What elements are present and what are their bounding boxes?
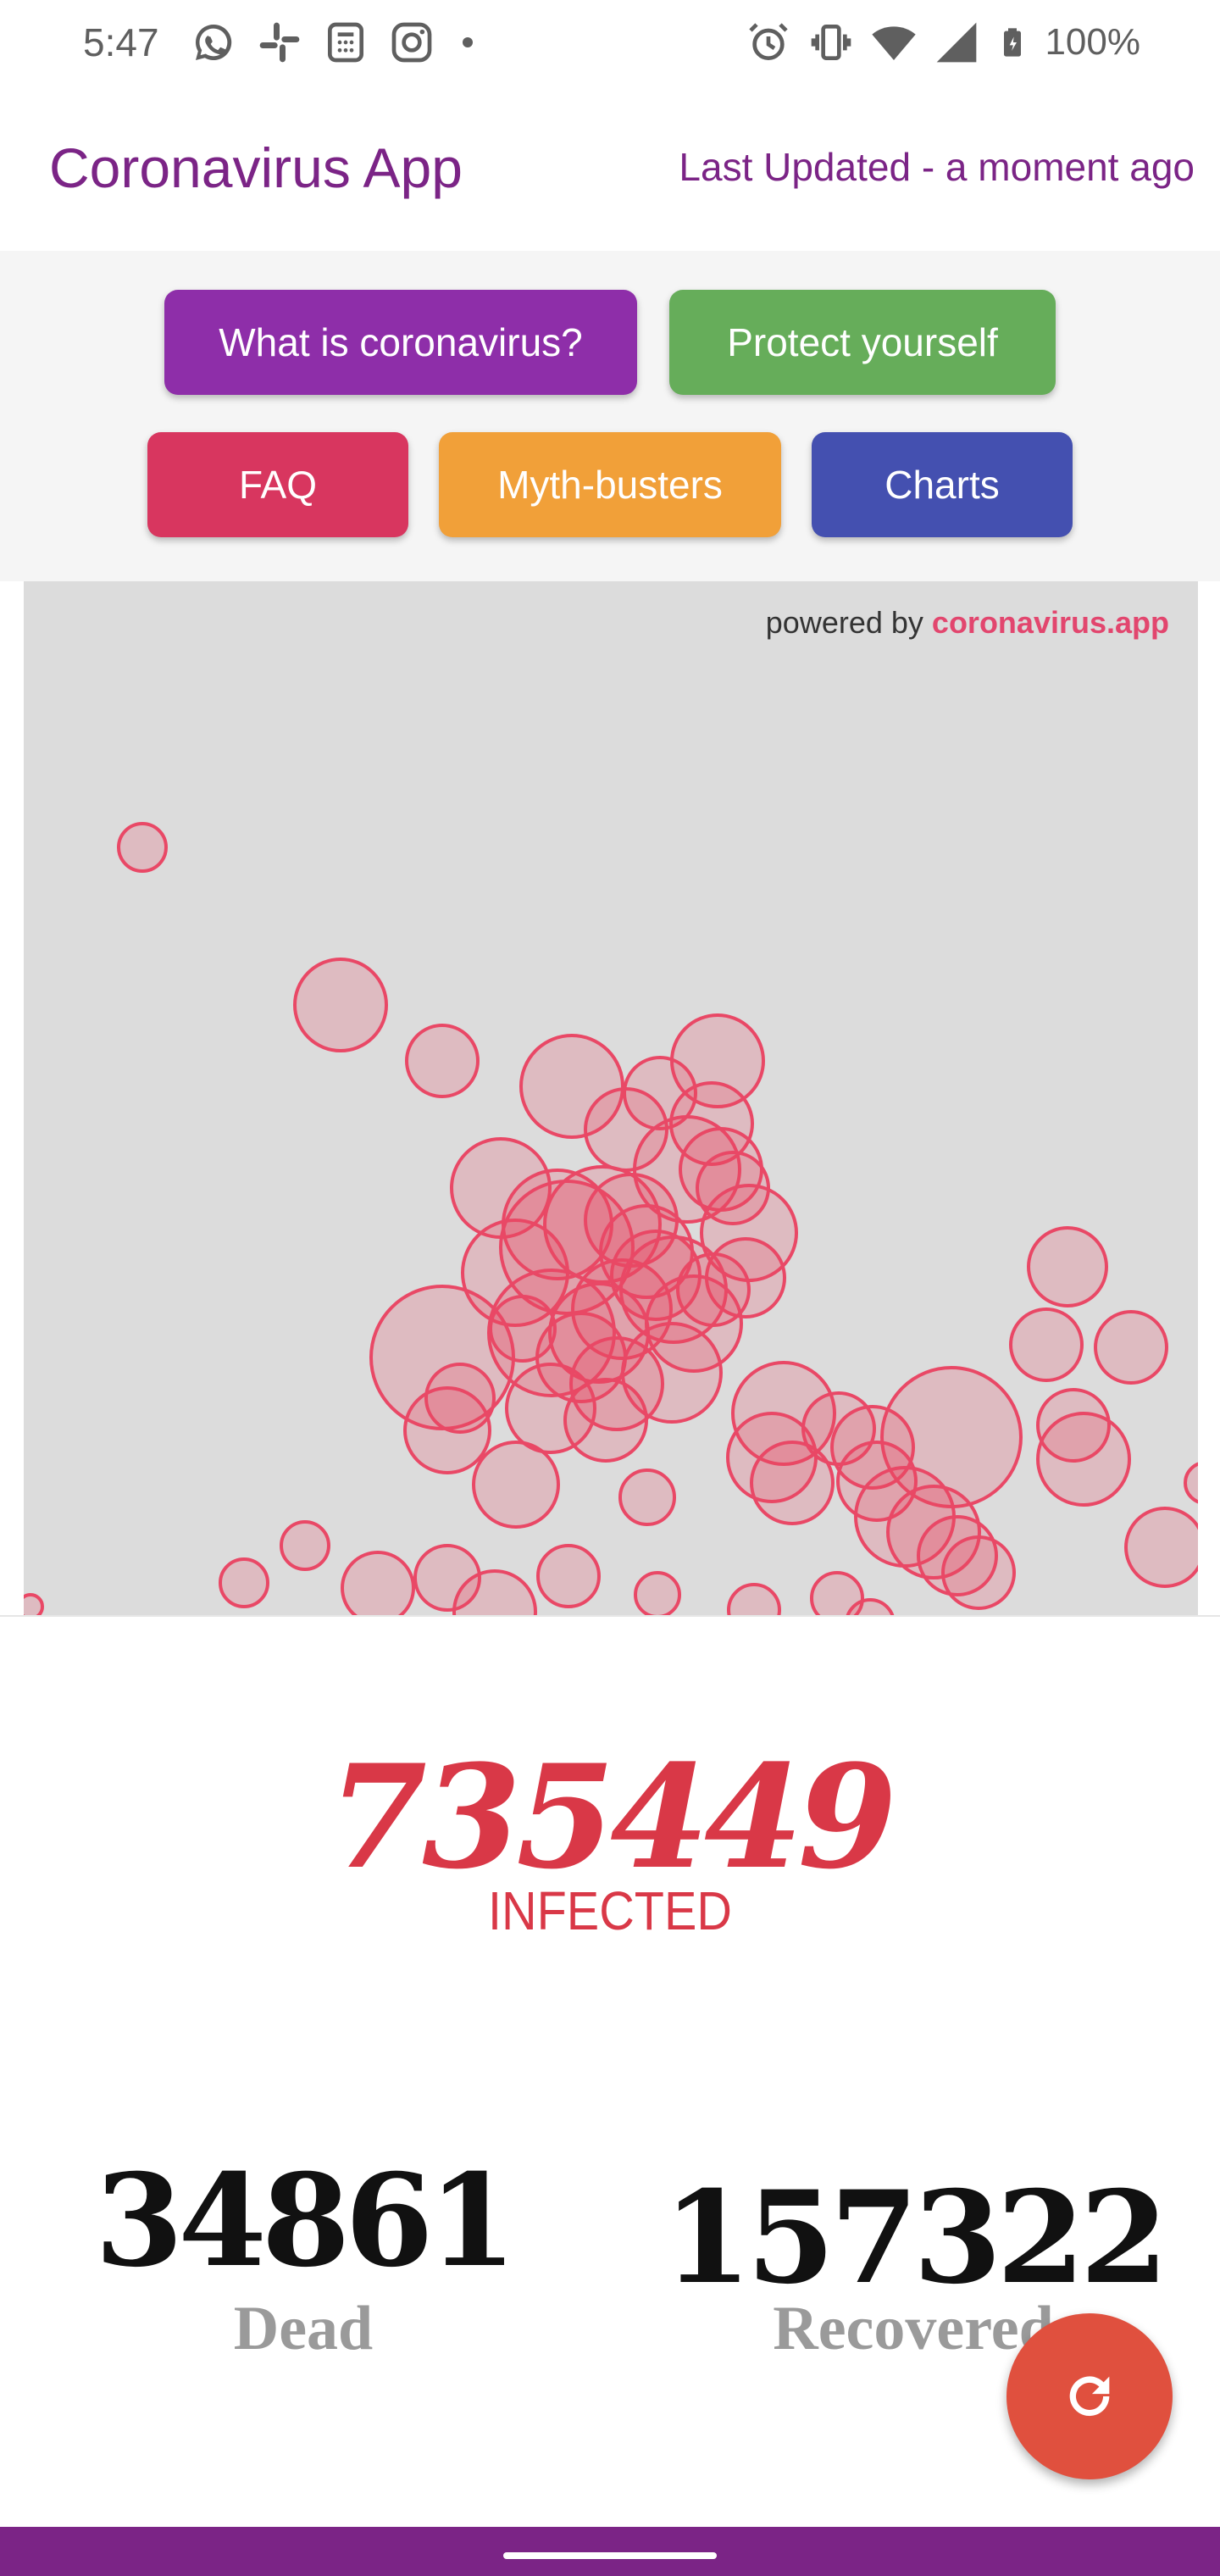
case-bubble[interactable] xyxy=(519,1034,624,1139)
case-bubble[interactable] xyxy=(403,1386,491,1474)
case-bubble[interactable] xyxy=(569,1336,664,1431)
case-bubble[interactable] xyxy=(1027,1226,1108,1307)
case-bubble[interactable] xyxy=(405,1024,480,1098)
case-bubble[interactable] xyxy=(536,1544,601,1608)
signal-icon xyxy=(937,22,977,63)
protect-yourself-button[interactable]: Protect yourself xyxy=(669,290,1056,395)
map-bubbles-layer xyxy=(24,822,1198,1615)
case-bubble[interactable] xyxy=(727,1583,781,1615)
cases-bubble-map[interactable]: powered by coronavirus.app xyxy=(24,581,1198,1615)
instagram-icon xyxy=(391,22,431,63)
vibrate-icon xyxy=(812,25,851,60)
status-time: 5:47 xyxy=(83,20,159,64)
case-bubble[interactable] xyxy=(846,1598,895,1615)
map-divider xyxy=(0,1615,1220,1617)
case-bubble[interactable] xyxy=(634,1571,681,1615)
case-bubble[interactable] xyxy=(623,1056,697,1130)
faq-button[interactable]: FAQ xyxy=(147,432,408,537)
case-bubble[interactable] xyxy=(24,1593,44,1615)
case-bubble[interactable] xyxy=(618,1468,676,1526)
case-bubble[interactable] xyxy=(341,1551,415,1615)
slack-icon xyxy=(259,22,299,63)
battery-icon xyxy=(1004,28,1022,57)
case-bubble[interactable] xyxy=(424,1363,496,1434)
alarm-icon xyxy=(749,23,789,60)
case-bubble[interactable] xyxy=(633,1115,741,1224)
app-bar: Coronavirus App Last Updated - a moment … xyxy=(0,85,1220,251)
case-bubble[interactable] xyxy=(886,1485,981,1579)
case-bubble[interactable] xyxy=(1124,1507,1198,1588)
case-bubble[interactable] xyxy=(219,1557,269,1608)
status-bar-right: 100% xyxy=(745,19,1140,66)
battery-percent: 100% xyxy=(1045,21,1140,63)
home-gesture-bar[interactable] xyxy=(503,2552,717,2559)
powered-by-link[interactable]: coronavirus.app xyxy=(931,605,1169,640)
charts-label: Charts xyxy=(884,463,1000,507)
what-is-coronavirus-button[interactable]: What is coronavirus? xyxy=(164,290,637,395)
nav-button-panel: What is coronavirus? Protect yourself FA… xyxy=(0,251,1220,581)
what-is-coronavirus-label: What is coronavirus? xyxy=(219,320,583,364)
case-bubble[interactable] xyxy=(413,1544,481,1612)
myth-busters-button[interactable]: Myth-busters xyxy=(439,432,781,537)
bottom-bar xyxy=(0,2527,1220,2576)
powered-by-prefix: powered by xyxy=(765,605,923,640)
notification-dot-icon xyxy=(462,37,473,47)
recovered-count: 157322 xyxy=(663,2163,1168,2312)
charts-button[interactable]: Charts xyxy=(812,432,1073,537)
faq-label: FAQ xyxy=(238,463,318,507)
case-bubble[interactable] xyxy=(810,1571,864,1615)
case-bubble[interactable] xyxy=(1094,1310,1168,1385)
dead-label: Dead xyxy=(233,2294,374,2363)
wifi-icon xyxy=(872,26,917,60)
case-bubble[interactable] xyxy=(1184,1462,1198,1504)
powered-by-attribution: powered by coronavirus.app xyxy=(766,605,1169,641)
last-updated-text: Last Updated - a moment ago xyxy=(679,145,1195,189)
case-bubble[interactable] xyxy=(487,1269,616,1397)
case-bubble[interactable] xyxy=(117,822,168,873)
case-bubble[interactable] xyxy=(1009,1307,1084,1382)
case-bubble[interactable] xyxy=(941,1535,1016,1610)
case-bubble[interactable] xyxy=(1036,1412,1131,1507)
case-bubble[interactable] xyxy=(499,1180,635,1315)
infected-count: 735449 xyxy=(328,1733,896,1901)
infected-label: INFECTED xyxy=(488,1880,732,1941)
calculator-icon xyxy=(327,22,363,63)
case-bubble[interactable] xyxy=(472,1441,560,1529)
refresh-icon xyxy=(1069,2376,1110,2417)
case-bubble[interactable] xyxy=(452,1569,537,1615)
case-bubble[interactable] xyxy=(489,1295,557,1363)
refresh-button[interactable] xyxy=(1006,2313,1173,2479)
protect-yourself-label: Protect yourself xyxy=(727,320,998,364)
case-bubble[interactable] xyxy=(670,1013,765,1108)
myth-busters-label: Myth-busters xyxy=(497,463,723,507)
status-bar-left: 5:47 xyxy=(83,19,473,66)
whatsapp-icon xyxy=(195,24,231,60)
dead-count: 34861 xyxy=(95,2146,517,2296)
case-bubble[interactable] xyxy=(1036,1388,1111,1463)
case-bubble[interactable] xyxy=(293,958,388,1052)
status-bar: 5:47 100% xyxy=(0,0,1220,85)
case-bubble[interactable] xyxy=(750,1441,835,1525)
app-title: Coronavirus App xyxy=(49,136,463,199)
recovered-label: Recovered xyxy=(773,2294,1054,2363)
case-bubble[interactable] xyxy=(621,1322,723,1424)
case-bubble[interactable] xyxy=(280,1520,330,1571)
